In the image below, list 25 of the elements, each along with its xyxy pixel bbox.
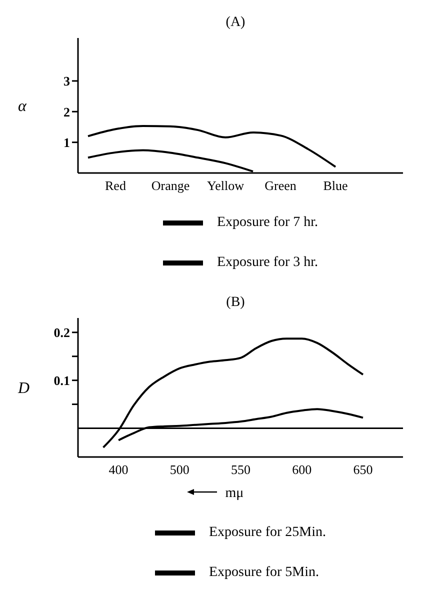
chart-title: (B) bbox=[226, 295, 246, 310]
legend-label: Exposure for 7 hr. bbox=[216, 215, 318, 230]
y-tick-label: 3 bbox=[64, 74, 70, 89]
x-tick-label: Green bbox=[264, 178, 297, 194]
x-tick-label: Blue bbox=[323, 178, 348, 194]
y-tick-label: 0.2 bbox=[54, 324, 70, 340]
x-tick-label: 500 bbox=[170, 462, 190, 478]
chart-title: (A) bbox=[226, 15, 246, 30]
y-tick-label: 0.1 bbox=[54, 372, 70, 388]
x-axis-title: mμ bbox=[225, 486, 244, 501]
x-tick-label: 550 bbox=[231, 462, 251, 478]
x-tick-label: 600 bbox=[292, 462, 312, 478]
y-tick-label: 2 bbox=[64, 104, 70, 120]
x-tick-label: 400 bbox=[108, 462, 128, 478]
x-tick-label: Red bbox=[105, 178, 126, 194]
y-axis-title: α bbox=[18, 98, 27, 116]
x-tick-label: Yellow bbox=[207, 178, 245, 194]
x-tick-label: 650 bbox=[353, 462, 373, 478]
legend-label: Exposure for 5Min. bbox=[208, 565, 320, 580]
legend-label: Exposure for 3 hr. bbox=[216, 255, 318, 270]
y-tick-label: 1 bbox=[64, 134, 70, 150]
y-axis-title: D bbox=[17, 380, 30, 398]
line-series bbox=[87, 125, 336, 168]
legend-label: Exposure for 25Min. bbox=[208, 525, 326, 540]
x-tick-label: Orange bbox=[151, 178, 190, 194]
